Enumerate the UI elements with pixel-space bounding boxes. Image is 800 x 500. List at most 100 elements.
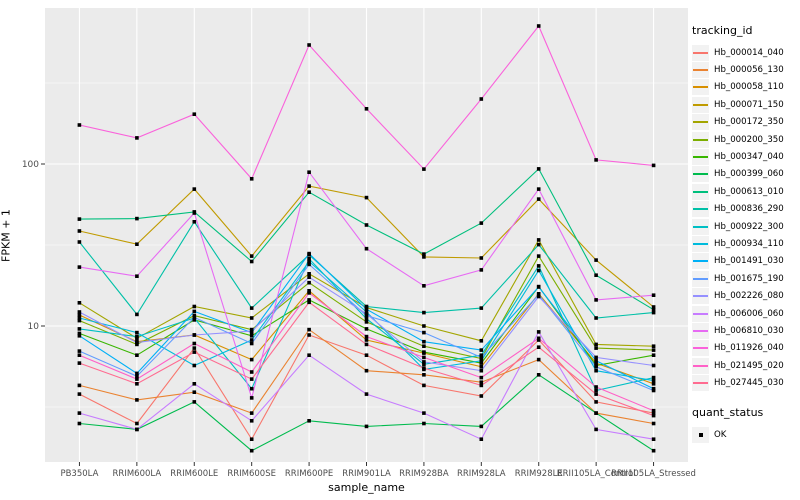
- data-point: [536, 238, 541, 242]
- data-point: [77, 349, 82, 353]
- data-point: [77, 313, 82, 317]
- data-point: [192, 390, 197, 394]
- x-axis-title: sample_name: [328, 481, 405, 494]
- legend-item-Hb_000014_040: Hb_000014_040: [692, 44, 800, 61]
- data-point: [192, 211, 197, 215]
- data-point: [77, 411, 82, 415]
- legend-key-line: [693, 156, 708, 159]
- legend-item-label: Hb_011926_040: [714, 343, 784, 354]
- data-point: [651, 363, 656, 368]
- data-point: [135, 371, 139, 376]
- data-point: [192, 333, 197, 337]
- legend-key-line: [693, 277, 708, 280]
- data-point: [77, 217, 82, 221]
- data-point: [651, 310, 656, 315]
- data-point: [249, 338, 254, 342]
- legend-item-Hb_000836_290: Hb_000836_290: [692, 201, 800, 218]
- data-point: [651, 408, 656, 413]
- data-point: [135, 398, 139, 402]
- data-point: [594, 158, 598, 162]
- data-point: [364, 246, 369, 251]
- legend-key-box: [692, 166, 709, 183]
- data-point: [536, 167, 541, 171]
- legend-key-line: [693, 242, 708, 245]
- data-point: [307, 257, 311, 261]
- data-point: [422, 360, 426, 364]
- data-point: [192, 363, 197, 368]
- data-point: [536, 357, 541, 362]
- data-point: [192, 112, 197, 116]
- data-point: [536, 24, 541, 28]
- data-point: [651, 375, 656, 380]
- data-point: [479, 368, 484, 373]
- data-point: [651, 413, 656, 418]
- data-point: [249, 411, 254, 415]
- legend-key-box: [692, 288, 709, 305]
- data-point: [594, 368, 598, 373]
- legend-key-box: [692, 44, 709, 61]
- data-point: [192, 318, 197, 322]
- legend: tracking_id Hb_000014_040 Hb_000056_130 Hb…: [692, 24, 800, 443]
- data-point: [307, 280, 311, 285]
- data-point: [422, 362, 426, 367]
- legend-item-Hb_001675_190: Hb_001675_190: [692, 270, 800, 287]
- data-point: [135, 312, 139, 317]
- legend-key-line: [693, 121, 708, 124]
- data-point: [77, 318, 82, 323]
- legend-item-label: OK: [714, 429, 727, 440]
- x-tick-label: RRIM600SE: [227, 469, 276, 479]
- data-point: [364, 107, 369, 111]
- data-point: [422, 167, 426, 171]
- data-point: [651, 437, 656, 441]
- data-point: [364, 338, 369, 342]
- data-point: [479, 394, 484, 398]
- data-point: [77, 123, 82, 127]
- data-point: [594, 427, 598, 432]
- legend-item-label: Hb_000056_130: [714, 65, 784, 76]
- data-point: [422, 252, 426, 256]
- data-point: [249, 341, 254, 346]
- legend-item-Hb_001491_030: Hb_001491_030: [692, 253, 800, 270]
- legend-item-Hb_021495_020: Hb_021495_020: [692, 357, 800, 374]
- data-point: [594, 392, 598, 396]
- data-point: [135, 136, 139, 140]
- data-point: [77, 240, 82, 244]
- data-point: [594, 298, 598, 302]
- data-point: [192, 346, 197, 350]
- legend-item-label: Hb_000922_300: [714, 221, 784, 232]
- data-point: [536, 254, 541, 258]
- data-point: [77, 310, 82, 314]
- data-point: [364, 223, 369, 227]
- data-point: [192, 341, 197, 346]
- legend-key-line: [693, 260, 708, 263]
- data-point: [536, 336, 541, 341]
- y-tick-label: 10: [28, 322, 40, 332]
- data-point: [651, 344, 656, 348]
- x-tick-label: RRIM600LE: [170, 469, 218, 479]
- data-point: [307, 353, 311, 357]
- data-point: [479, 348, 484, 352]
- legend-key-line: [693, 208, 708, 211]
- data-point: [479, 365, 484, 369]
- legend-key-line: [693, 225, 708, 228]
- data-point: [479, 306, 484, 310]
- data-point: [77, 383, 82, 388]
- data-point: [192, 309, 197, 314]
- data-point: [307, 289, 311, 293]
- legend-key-box: [692, 79, 709, 96]
- legend-item-label: Hb_027445_030: [714, 378, 784, 389]
- x-tick-label: RRIM600PE: [285, 469, 333, 479]
- data-point: [249, 419, 254, 423]
- data-point: [364, 327, 369, 331]
- data-point: [594, 365, 598, 369]
- data-point: [135, 340, 139, 345]
- data-point: [651, 388, 656, 393]
- data-point: [364, 392, 369, 396]
- data-point: [536, 345, 541, 349]
- data-point: [135, 242, 139, 246]
- data-point: [651, 307, 656, 312]
- data-point: [594, 342, 598, 347]
- data-point: [249, 334, 254, 338]
- quant-status-legend: quant_status OK: [692, 406, 800, 443]
